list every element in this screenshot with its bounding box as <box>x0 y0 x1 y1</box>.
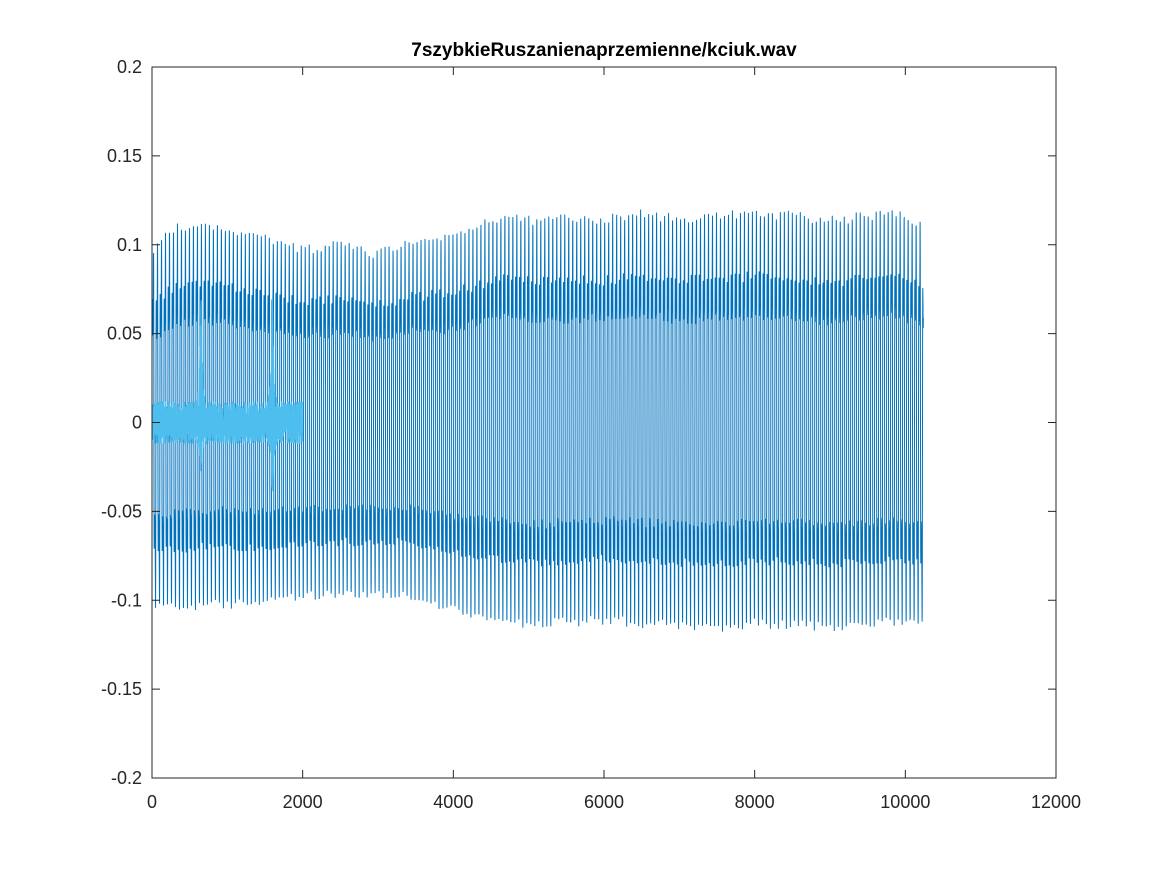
series-group <box>151 209 924 632</box>
y-tick-label: 0 <box>132 413 142 433</box>
series-1-line <box>151 209 924 632</box>
chart-title: 7szybkieRuszanienaprzemienne/kciuk.wav <box>411 40 797 61</box>
x-tick-label: 4000 <box>433 792 473 812</box>
series-2-line <box>151 294 304 492</box>
y-tick-label: 0.15 <box>107 146 142 166</box>
x-tick-label: 8000 <box>735 792 775 812</box>
y-tick-label: -0.05 <box>101 501 142 521</box>
plot-area <box>151 66 1057 779</box>
tick-marks <box>151 66 1057 779</box>
x-tick-label: 0 <box>147 792 157 812</box>
y-tick-label: -0.2 <box>111 768 142 788</box>
y-tick-label: 0.1 <box>117 235 142 255</box>
y-tick-label: -0.15 <box>101 679 142 699</box>
x-tick-label: 6000 <box>584 792 624 812</box>
x-tick-label: 12000 <box>1031 792 1081 812</box>
y-axis-tick-labels: -0.2 -0.15 -0.1 -0.05 0 0.05 0.1 0.15 0.2 <box>101 57 142 788</box>
x-tick-label: 10000 <box>880 792 930 812</box>
x-axis-tick-labels: 0 2000 4000 6000 8000 10000 12000 <box>147 792 1081 812</box>
y-tick-label: 0.05 <box>107 324 142 344</box>
y-tick-label: 0.2 <box>117 57 142 77</box>
x-tick-label: 2000 <box>283 792 323 812</box>
y-tick-label: -0.1 <box>111 590 142 610</box>
